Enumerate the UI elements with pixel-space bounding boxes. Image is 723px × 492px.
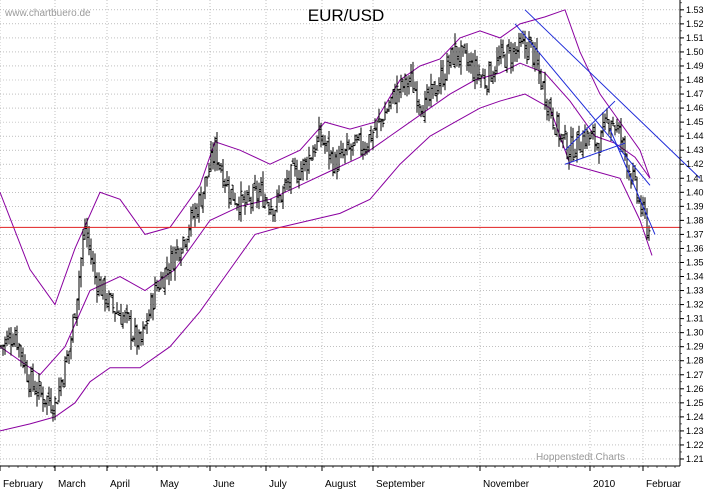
trendline: [564, 142, 626, 165]
middle-band: [0, 62, 651, 376]
y-tick-label: 1.45: [686, 117, 704, 127]
y-tick-label: 1.21: [686, 454, 704, 464]
x-tick-label: April: [110, 479, 130, 490]
y-tick-label: 1.37: [686, 229, 704, 239]
x-tick-label: May: [160, 479, 179, 490]
x-tick-label: November: [483, 479, 530, 490]
trendline: [609, 128, 656, 235]
grid-lines: [0, 0, 680, 466]
y-tick-label: 1.41: [686, 173, 704, 183]
y-tick-label: 1.35: [686, 257, 704, 267]
x-tick-label: September: [376, 479, 426, 490]
y-tick-label: 1.27: [686, 370, 704, 380]
y-tick-label: 1.34: [686, 272, 704, 282]
y-tick-label: 1.30: [686, 328, 704, 338]
chart-title: EUR/USD: [308, 6, 385, 25]
y-tick-label: 1.22: [686, 440, 704, 450]
credit-text: Hoppenstedt Charts: [536, 452, 625, 463]
y-tick-label: 1.33: [686, 286, 704, 296]
y-tick-label: 1.23: [686, 426, 704, 436]
y-tick-label: 1.44: [686, 131, 704, 141]
y-tick-label: 1.28: [686, 356, 704, 366]
trendlines: [0, 9, 701, 235]
x-tick-label: June: [213, 479, 235, 490]
trendline: [524, 9, 701, 179]
y-tick-label: 1.53: [686, 5, 704, 15]
x-tick-label: March: [58, 479, 86, 490]
upper-band: [0, 9, 651, 306]
y-tick-label: 1.25: [686, 398, 704, 408]
price-bars: [0, 30, 651, 422]
y-tick-label: 1.43: [686, 145, 704, 155]
y-tick-label: 1.31: [686, 314, 704, 324]
x-tick-label: February: [3, 479, 43, 490]
y-tick-label: 1.32: [686, 300, 704, 310]
y-tick-label: 1.26: [686, 384, 704, 394]
y-axis-tick-labels: 1.53 1.52 1.51 1.50 1.49 1.48 1.47 1.46 1.45 1.44…: [680, 2, 704, 464]
y-tick-label: 1.50: [686, 47, 704, 57]
y-tick-label: 1.49: [686, 61, 704, 71]
x-axis-tick-labels: February March April May June July August Septe…: [0, 466, 682, 490]
y-tick-label: 1.48: [686, 75, 704, 85]
y-tick-label: 1.39: [686, 201, 704, 211]
watermark-text: www.chartbuero.de: [4, 8, 91, 19]
y-tick-label: 1.52: [686, 19, 704, 29]
trendline: [564, 100, 616, 151]
y-tick-label: 1.47: [686, 89, 704, 99]
x-tick-label: July: [269, 479, 287, 490]
y-tick-label: 1.42: [686, 159, 704, 169]
y-tick-label: 1.46: [686, 103, 704, 113]
y-tick-label: 1.36: [686, 243, 704, 253]
y-tick-label: 1.24: [686, 412, 704, 422]
y-tick-label: 1.51: [686, 33, 704, 43]
y-tick-label: 1.38: [686, 215, 704, 225]
x-tick-label: 2010: [593, 479, 616, 490]
y-tick-label: 1.29: [686, 342, 704, 352]
x-tick-label: Februar: [646, 479, 682, 490]
y-tick-label: 1.40: [686, 187, 704, 197]
trendline: [514, 23, 651, 186]
x-tick-label: August: [325, 479, 356, 490]
